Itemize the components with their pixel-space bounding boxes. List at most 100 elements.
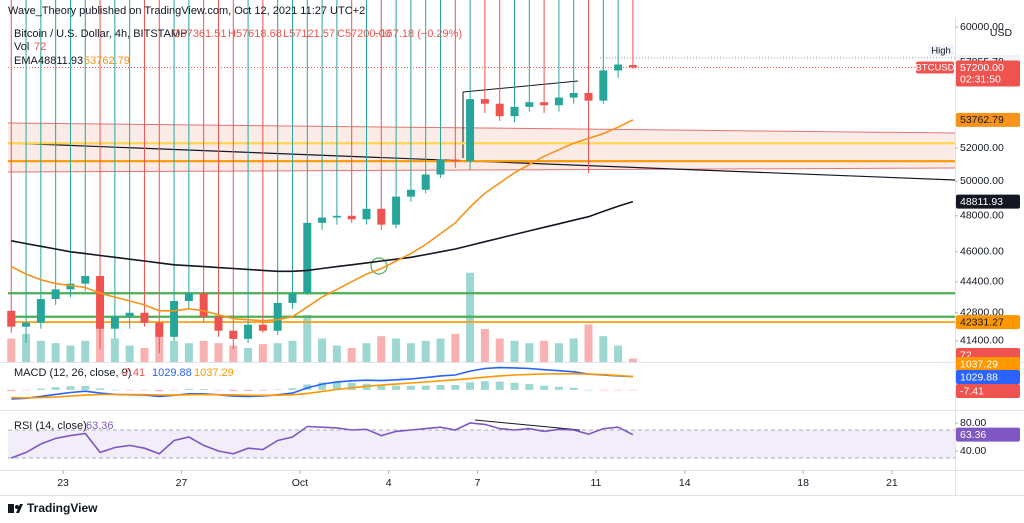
macd-axis-label: 1037.29 xyxy=(960,358,998,370)
histogram-bar xyxy=(184,388,193,390)
histogram-bar xyxy=(155,389,164,392)
histogram-bar xyxy=(614,389,623,391)
logo-mark xyxy=(8,504,14,513)
volume-bar xyxy=(628,358,637,362)
histogram-bar xyxy=(495,381,504,390)
candle-body xyxy=(273,302,282,331)
histogram-bar xyxy=(540,385,549,390)
histogram-bar xyxy=(569,387,578,390)
histogram-bar xyxy=(51,387,60,390)
volume-bar xyxy=(258,344,267,362)
histogram-bar xyxy=(510,382,519,390)
volume-bar xyxy=(362,343,371,362)
symbol-tag-box xyxy=(916,61,954,74)
y-tick-label: 46000.00 xyxy=(960,246,1004,258)
ema-axis-label-box xyxy=(956,194,1020,209)
y-tick-label: 44400.00 xyxy=(960,276,1004,288)
series-line xyxy=(11,422,634,459)
histogram-bar xyxy=(273,389,282,390)
candle-body xyxy=(525,102,534,107)
volume-bar xyxy=(584,324,593,362)
ema-value: 48811.93 xyxy=(38,55,83,67)
volume-bar xyxy=(554,343,563,362)
histogram-bar xyxy=(318,382,327,390)
x-tick-label: 18 xyxy=(797,477,809,489)
channel-fill xyxy=(8,123,955,172)
volume-bar xyxy=(303,315,312,362)
candle-body xyxy=(96,276,105,329)
high-tag: High xyxy=(931,45,951,56)
channel-line xyxy=(7,167,956,173)
candle-body xyxy=(66,283,75,290)
candle-body xyxy=(466,99,475,162)
candle-body xyxy=(140,312,149,323)
logo-mark xyxy=(16,504,23,513)
histogram-bar xyxy=(288,388,297,390)
candle-body xyxy=(51,289,60,300)
histogram-bar xyxy=(36,388,45,390)
candle-body xyxy=(199,293,208,317)
candle-body xyxy=(7,310,16,327)
macd-axis-label: -7.41 xyxy=(960,385,984,397)
volume-bar xyxy=(569,338,578,362)
volume-bar xyxy=(170,340,179,362)
x-tick-label: 23 xyxy=(57,477,69,489)
volume-bar xyxy=(614,345,623,362)
rsi-band xyxy=(8,430,955,459)
candle-body xyxy=(244,324,253,339)
symbol-title: Bitcoin / U.S. Dollar, 4h, BITSTAMP xyxy=(14,28,187,40)
candle-body xyxy=(569,92,578,98)
x-tick-label: Oct xyxy=(292,477,308,489)
volume-bar xyxy=(184,343,193,362)
volume-bar xyxy=(22,333,31,362)
channel-line xyxy=(7,122,956,134)
candle-body xyxy=(22,322,31,327)
volume-bar xyxy=(125,345,134,362)
change-label: −167.18 (−0.29%) xyxy=(374,28,462,40)
candle-body xyxy=(406,189,415,197)
volume-bar xyxy=(7,338,16,362)
y-tick-label: 60000.00 xyxy=(960,21,1004,33)
volume-title: Vol xyxy=(14,41,29,53)
histogram-bar xyxy=(406,385,415,390)
overlay: Wave_Theory published on TradingView.com… xyxy=(8,5,1013,515)
volume-bar xyxy=(540,340,549,362)
candle-body xyxy=(318,217,327,223)
logo-mark xyxy=(15,505,19,509)
divergence-line xyxy=(474,419,581,431)
volume-bar xyxy=(480,329,489,362)
volume-bar xyxy=(421,340,430,362)
volume-bar xyxy=(495,338,504,362)
macd-axis-label-box xyxy=(956,370,1020,384)
macd-value: -7.41 xyxy=(120,367,145,379)
plot-area xyxy=(7,0,955,459)
histogram-bar xyxy=(199,389,208,390)
volume-bar xyxy=(392,338,401,362)
histogram-bar xyxy=(96,388,105,390)
histogram-bar xyxy=(229,389,238,392)
volume-value: 72 xyxy=(34,41,46,53)
ema-axis-label-box xyxy=(956,112,1020,127)
candle-body xyxy=(125,312,134,317)
volume-bar xyxy=(110,338,119,362)
candle-body xyxy=(510,106,519,117)
volume-bar xyxy=(214,343,223,362)
x-tick-label: 7 xyxy=(475,477,481,489)
rsi-value: 63.36 xyxy=(86,420,114,432)
candle-body xyxy=(377,208,386,225)
candle-body xyxy=(614,64,623,71)
histogram-bar xyxy=(554,386,563,390)
y-tick-label: 80.00 xyxy=(960,417,986,429)
candle-body xyxy=(436,159,445,175)
last-price-label: 57200.00 xyxy=(960,62,1004,74)
candle-body xyxy=(362,208,371,220)
histogram-bar xyxy=(214,389,223,391)
ema-axis-label: 53762.79 xyxy=(960,114,1004,126)
histogram-bar xyxy=(436,384,445,390)
histogram-bar xyxy=(7,389,16,392)
candle-body xyxy=(288,293,297,303)
y-tick-label: 52000.00 xyxy=(960,142,1004,154)
histogram-bar xyxy=(392,385,401,390)
